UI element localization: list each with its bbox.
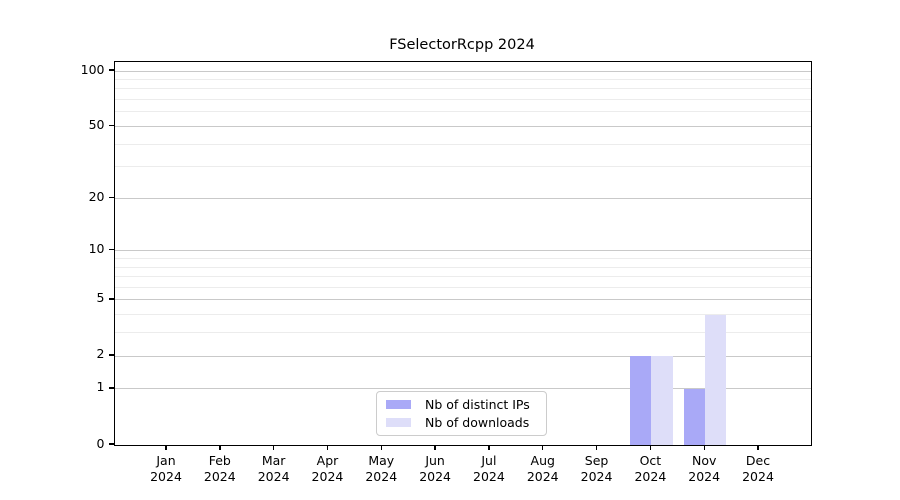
gridline-minor bbox=[114, 266, 811, 268]
y-axis-tick bbox=[108, 124, 114, 127]
bar-distinct-ips-nov bbox=[683, 388, 706, 445]
legend-label-downloads: Nb of downloads bbox=[425, 414, 530, 430]
x-axis-tick-label: Jun 2024 bbox=[419, 453, 451, 484]
x-axis-tick bbox=[380, 445, 382, 451]
x-axis-tick-label: Aug 2024 bbox=[526, 453, 559, 484]
x-axis-tick bbox=[542, 445, 544, 451]
gridline-minor bbox=[114, 286, 811, 288]
y-axis-tick bbox=[108, 69, 114, 71]
gridline-major bbox=[114, 197, 811, 199]
gridline-major bbox=[114, 299, 811, 301]
legend-swatch-distinct-ips bbox=[386, 399, 411, 410]
gridline-major bbox=[114, 125, 811, 127]
y-axis-tick bbox=[108, 443, 114, 445]
x-axis-tick bbox=[272, 445, 275, 451]
x-axis-tick bbox=[595, 445, 598, 451]
x-axis-tick bbox=[757, 445, 759, 451]
y-axis-tick bbox=[108, 196, 114, 199]
gridline-major bbox=[114, 388, 811, 390]
y-axis-tick-label: 5 bbox=[96, 290, 105, 306]
x-axis-tick-label: Sep 2024 bbox=[580, 453, 613, 484]
x-axis-tick bbox=[219, 445, 221, 451]
y-axis-tick bbox=[108, 387, 114, 389]
gridline-major bbox=[114, 355, 811, 357]
legend-item-downloads: Nb of downloads bbox=[386, 414, 537, 430]
x-axis-tick bbox=[434, 445, 436, 451]
legend-item-distinct-ips: Nb of distinct IPs bbox=[386, 396, 537, 412]
gridline-minor bbox=[114, 143, 811, 145]
gridline-minor bbox=[114, 111, 811, 113]
x-axis-tick-label: Oct 2024 bbox=[634, 453, 667, 484]
y-axis-tick-label: 20 bbox=[88, 188, 105, 204]
gridline-minor bbox=[114, 99, 811, 101]
x-axis-tick-label: May 2024 bbox=[365, 453, 398, 484]
x-axis-tick-label: Nov 2024 bbox=[688, 453, 721, 484]
x-axis-tick-label: Feb 2024 bbox=[203, 453, 236, 484]
x-axis-tick bbox=[703, 445, 705, 451]
gridline-major bbox=[114, 250, 811, 252]
y-axis-tick-label: 50 bbox=[88, 116, 105, 132]
gridline-minor bbox=[114, 257, 811, 259]
y-axis-tick-label: 100 bbox=[80, 61, 105, 77]
gridline-minor bbox=[114, 88, 811, 90]
x-axis-tick-label: Dec 2024 bbox=[742, 453, 774, 484]
legend: Nb of distinct IPs Nb of downloads bbox=[376, 391, 547, 436]
x-axis-tick-label: Mar 2024 bbox=[257, 453, 290, 484]
y-axis-tick-label: 2 bbox=[96, 346, 105, 362]
x-axis-tick-label: Jul 2024 bbox=[473, 453, 505, 484]
legend-label-distinct-ips: Nb of distinct IPs bbox=[425, 396, 530, 412]
gridline-minor bbox=[114, 314, 811, 316]
x-axis-tick bbox=[165, 445, 167, 451]
x-axis-tick-label: Apr 2024 bbox=[311, 453, 344, 484]
y-axis-tick-label: 10 bbox=[88, 241, 105, 257]
y-axis-tick bbox=[108, 249, 114, 251]
chart-title: FSelectorRcpp 2024 bbox=[389, 37, 535, 53]
bar-downloads-oct bbox=[651, 356, 673, 445]
y-axis-tick-label: 0 bbox=[96, 435, 105, 451]
y-axis-tick bbox=[108, 298, 114, 300]
x-axis-tick bbox=[326, 445, 329, 451]
gridline-major bbox=[114, 70, 811, 72]
gridline-minor bbox=[114, 276, 811, 278]
x-axis-tick-label: Jan 2024 bbox=[150, 453, 182, 484]
y-axis-tick-label: 1 bbox=[96, 379, 105, 395]
x-axis-tick bbox=[649, 445, 652, 451]
plot-area bbox=[113, 61, 812, 446]
x-axis-tick bbox=[488, 445, 490, 451]
gridline-minor bbox=[114, 332, 811, 334]
bar-distinct-ips-oct bbox=[630, 356, 652, 445]
legend-swatch-downloads bbox=[386, 417, 411, 428]
y-axis-tick bbox=[108, 354, 114, 356]
gridline-minor bbox=[114, 166, 811, 168]
gridline-minor bbox=[114, 79, 811, 81]
bar-downloads-nov bbox=[705, 314, 727, 445]
